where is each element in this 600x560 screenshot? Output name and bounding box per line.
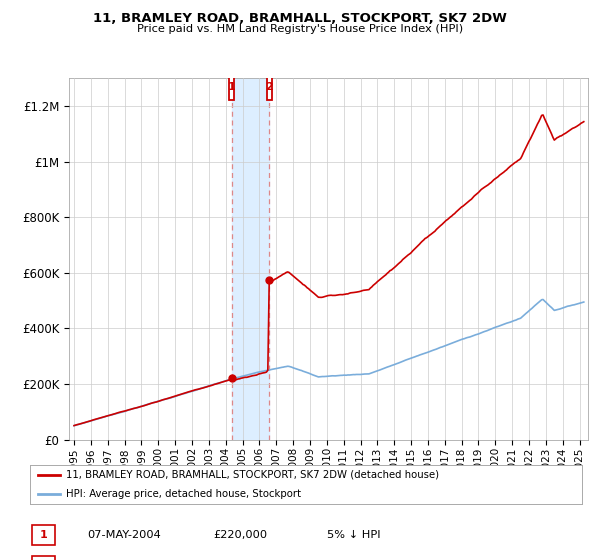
Text: 1: 1 bbox=[228, 82, 235, 92]
Text: £220,000: £220,000 bbox=[213, 530, 267, 540]
Text: 5% ↓ HPI: 5% ↓ HPI bbox=[327, 530, 380, 540]
Text: 11, BRAMLEY ROAD, BRAMHALL, STOCKPORT, SK7 2DW (detached house): 11, BRAMLEY ROAD, BRAMHALL, STOCKPORT, S… bbox=[66, 470, 439, 479]
Text: 07-MAY-2004: 07-MAY-2004 bbox=[87, 530, 161, 540]
Text: 2: 2 bbox=[265, 82, 273, 92]
Bar bbox=[267, 75, 272, 100]
Text: Price paid vs. HM Land Registry's House Price Index (HPI): Price paid vs. HM Land Registry's House … bbox=[137, 24, 463, 34]
Text: HPI: Average price, detached house, Stockport: HPI: Average price, detached house, Stoc… bbox=[66, 489, 301, 499]
Text: 11, BRAMLEY ROAD, BRAMHALL, STOCKPORT, SK7 2DW: 11, BRAMLEY ROAD, BRAMHALL, STOCKPORT, S… bbox=[93, 12, 507, 25]
Bar bbox=[229, 75, 234, 100]
Bar bbox=[232, 78, 269, 440]
Text: 1: 1 bbox=[40, 530, 47, 540]
